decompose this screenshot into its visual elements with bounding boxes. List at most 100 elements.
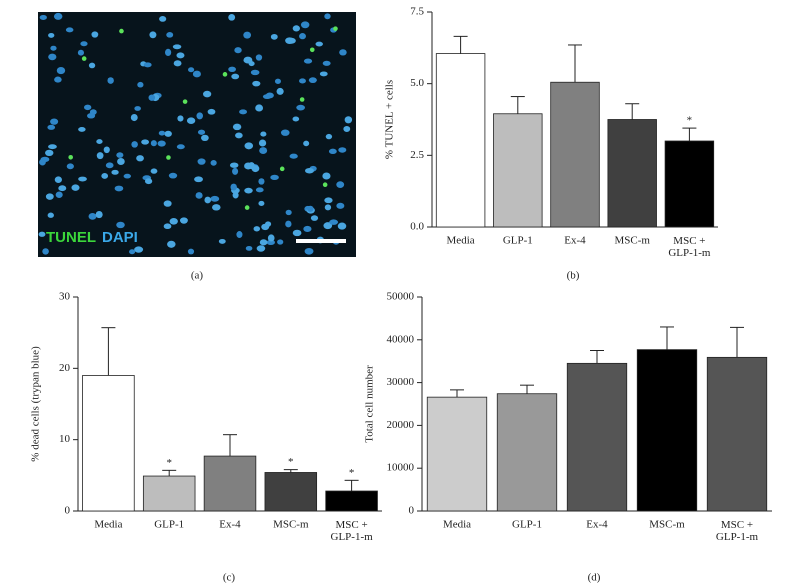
nucleus xyxy=(218,238,226,244)
nucleus xyxy=(236,231,243,239)
nucleus xyxy=(266,239,275,246)
x-tick-label: GLP-1 xyxy=(503,235,533,247)
nucleus xyxy=(50,118,59,125)
nucleus xyxy=(280,129,290,136)
y-tick-label: 20000 xyxy=(387,419,415,431)
nucleus xyxy=(48,53,57,61)
nucleus xyxy=(232,191,239,199)
nucleus xyxy=(303,58,313,64)
tunel-dot xyxy=(166,155,171,160)
nucleus xyxy=(148,94,156,101)
nucleus xyxy=(163,200,172,207)
bar xyxy=(607,119,657,228)
nucleus xyxy=(96,139,103,145)
x-tick-label: MSC-m xyxy=(649,519,685,531)
nucleus xyxy=(39,14,47,20)
nucleus xyxy=(158,130,166,136)
nucleus xyxy=(255,54,263,61)
nucleus xyxy=(47,124,56,130)
nucleus xyxy=(325,133,333,140)
y-tick-label: 0 xyxy=(65,505,71,517)
nucleus xyxy=(328,148,337,154)
nucleus xyxy=(196,112,204,120)
nucleus xyxy=(48,144,57,150)
y-tick-label: 0.0 xyxy=(410,221,424,233)
nucleus xyxy=(56,66,66,75)
x-tick-label: MSC + GLP-1-m xyxy=(331,519,374,543)
nucleus xyxy=(176,52,185,59)
nucleus xyxy=(164,130,172,137)
nucleus xyxy=(304,247,314,255)
x-tick-label: MSC-m xyxy=(614,235,650,247)
nucleus xyxy=(289,153,298,159)
nucleus xyxy=(267,234,275,242)
nucleus xyxy=(159,16,167,22)
nucleus xyxy=(338,147,347,153)
caption: (b) xyxy=(567,270,580,282)
nucleus xyxy=(256,245,266,252)
nucleus xyxy=(255,104,264,112)
caption: (a) xyxy=(191,270,204,282)
nucleus xyxy=(50,45,57,51)
nucleus xyxy=(84,104,92,111)
nucleus xyxy=(232,123,242,131)
nucleus xyxy=(136,155,144,162)
x-tick-label: MSC + GLP-1-m xyxy=(668,235,711,259)
tunel-dot xyxy=(222,72,228,77)
nucleus xyxy=(201,134,209,142)
nucleus xyxy=(207,108,216,115)
x-tick-label: Ex-4 xyxy=(564,235,586,247)
nucleus xyxy=(168,172,178,179)
y-tick-label: 50000 xyxy=(387,291,415,303)
nucleus xyxy=(322,60,331,66)
nucleus xyxy=(324,13,331,20)
nucleus xyxy=(292,25,300,32)
nucleus xyxy=(78,126,86,132)
nucleus xyxy=(194,176,203,183)
tunel-dot xyxy=(119,28,124,34)
nucleus xyxy=(134,106,141,111)
nucleus xyxy=(250,69,260,76)
nucleus xyxy=(38,231,46,237)
nucleus xyxy=(137,81,144,88)
nucleus xyxy=(105,162,114,169)
nucleus xyxy=(197,129,206,135)
tunel-dot xyxy=(182,99,188,104)
bar xyxy=(566,362,628,512)
tunel-dot xyxy=(244,205,250,210)
nucleus xyxy=(292,229,302,237)
significance: * xyxy=(687,115,693,127)
nucleus xyxy=(319,71,328,77)
nucleus xyxy=(134,246,144,253)
nucleus xyxy=(274,78,281,84)
nucleus xyxy=(116,221,125,229)
nucleus xyxy=(248,61,255,67)
nucleus xyxy=(169,218,178,225)
bar xyxy=(636,349,698,512)
scale-bar xyxy=(296,239,346,243)
y-tick-label: 40000 xyxy=(387,333,415,345)
nucleus xyxy=(149,31,157,39)
x-tick-label: Media xyxy=(447,235,475,247)
nucleus xyxy=(123,173,131,179)
nucleus xyxy=(329,219,339,225)
nucleus xyxy=(322,172,331,180)
nucleus xyxy=(42,248,49,255)
x-tick-label: MSC + GLP-1-m xyxy=(716,519,759,543)
nucleus xyxy=(71,184,80,191)
nucleus xyxy=(167,240,176,248)
bar xyxy=(496,393,558,512)
nucleus xyxy=(234,47,242,54)
nucleus xyxy=(324,197,333,204)
bar xyxy=(203,455,257,512)
nucleus xyxy=(285,220,292,228)
nucleus xyxy=(78,176,87,182)
caption: (d) xyxy=(588,572,601,584)
nucleus xyxy=(243,31,252,39)
nucleus xyxy=(77,49,85,56)
nucleus xyxy=(232,167,239,175)
x-tick-label: Media xyxy=(94,519,122,531)
nucleus xyxy=(157,140,166,147)
nucleus xyxy=(300,21,310,29)
